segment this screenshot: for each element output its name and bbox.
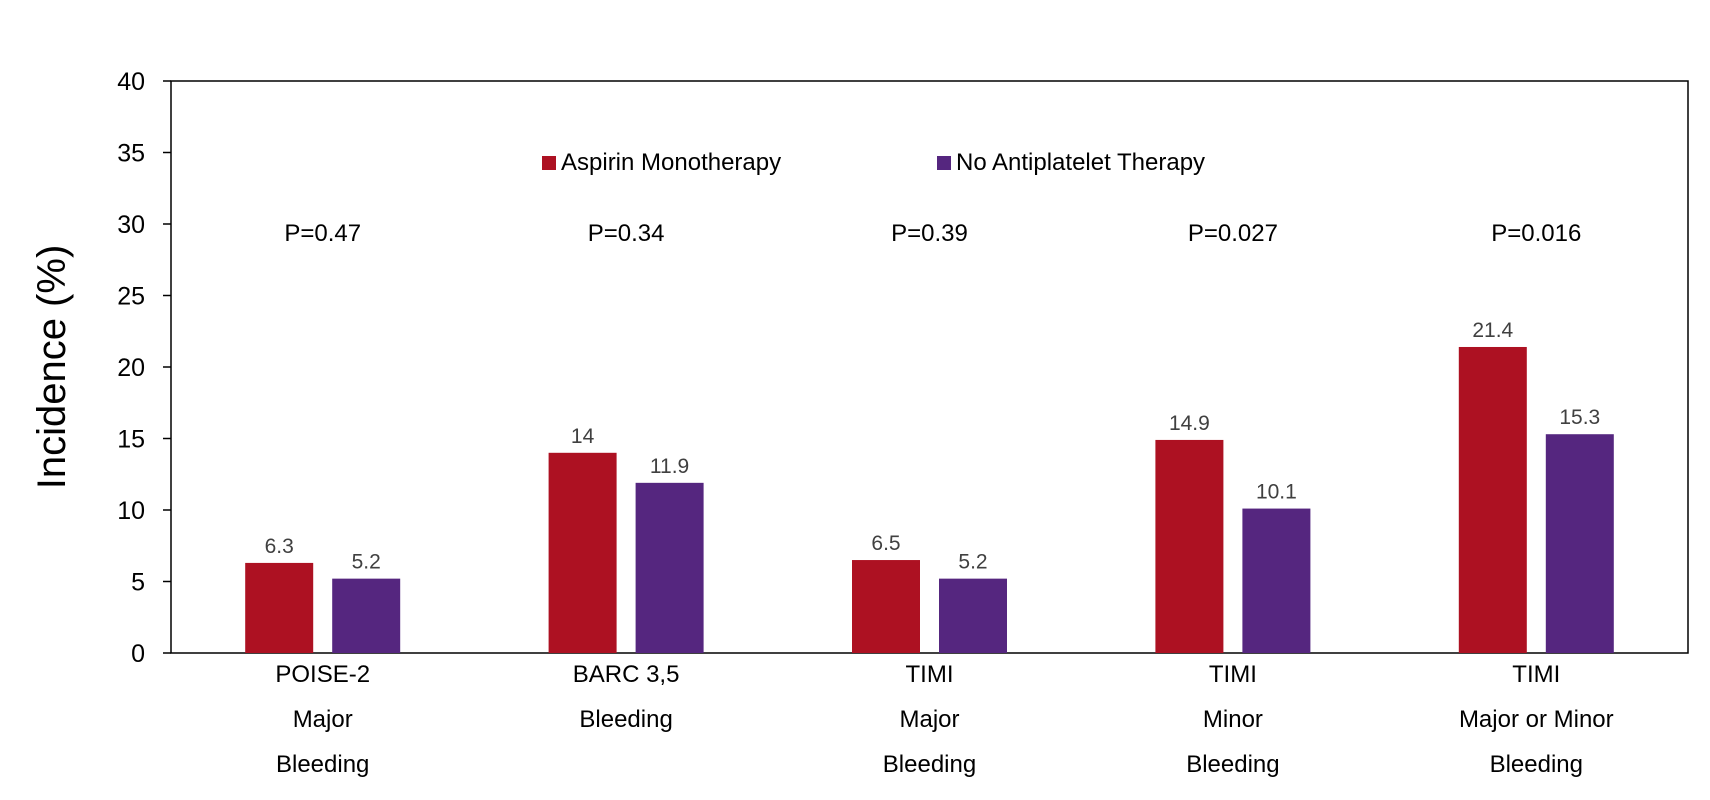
- y-tick-label: 0: [131, 640, 145, 668]
- p-value-annotation: P=0.016: [1491, 220, 1581, 247]
- x-category-label: TIMI: [1512, 661, 1560, 688]
- x-category-label: Major: [293, 706, 353, 733]
- data-label: 14: [571, 425, 595, 448]
- bar-aspirin: [1458, 346, 1527, 653]
- bar-no-antiplatelet: [1545, 434, 1614, 653]
- y-tick-label: 20: [117, 354, 145, 382]
- labels-layer: 6.3 5.2 P=0.47 POISE-2 Major Bleeding 14 11.9 P=…: [265, 220, 1614, 778]
- legend-label: Aspirin Monotherapy: [561, 149, 781, 176]
- data-label: 5.2: [958, 551, 987, 574]
- y-tick-label: 10: [117, 497, 145, 525]
- x-category-label: Bleeding: [1186, 751, 1279, 778]
- x-category-label: Major or Minor: [1459, 706, 1614, 733]
- legend-swatch: [937, 156, 951, 170]
- bar-aspirin: [852, 560, 920, 653]
- y-tick-label: 35: [117, 140, 145, 168]
- y-tick-label: 40: [117, 68, 145, 96]
- bar-no-antiplatelet: [635, 482, 704, 653]
- p-value-annotation: P=0.34: [588, 220, 665, 247]
- bar-no-antiplatelet: [939, 578, 1007, 653]
- bar-no-antiplatelet: [332, 578, 401, 653]
- x-category-label: Minor: [1203, 706, 1263, 733]
- data-label: 15.3: [1559, 406, 1600, 429]
- p-value-annotation: P=0.027: [1188, 220, 1278, 247]
- bar-aspirin: [548, 452, 617, 653]
- x-category-label: Bleeding: [579, 706, 672, 733]
- legend: Aspirin Monotherapy No Antiplatelet Thera…: [542, 149, 1205, 176]
- x-category-label: Major: [899, 706, 959, 733]
- legend-swatch: [542, 156, 556, 170]
- y-tick-label: 15: [117, 426, 145, 454]
- bar-aspirin: [245, 562, 314, 653]
- y-tick-label: 25: [117, 283, 145, 311]
- y-axis-label: Incidence (%): [30, 245, 74, 490]
- x-category-label: TIMI: [906, 661, 954, 688]
- axes-layer: 0 5 10 15 20 25 30 35 40 Incidence (%): [30, 68, 1689, 668]
- x-category-label: Bleeding: [883, 751, 976, 778]
- data-label: 14.9: [1169, 412, 1210, 435]
- y-tick-label: 5: [131, 569, 145, 597]
- bar-aspirin: [1155, 439, 1224, 653]
- x-category-label: BARC 3,5: [573, 661, 680, 688]
- x-category-label: Bleeding: [1490, 751, 1583, 778]
- x-category-label: TIMI: [1209, 661, 1257, 688]
- data-label: 21.4: [1472, 319, 1513, 342]
- data-label: 5.2: [352, 551, 381, 574]
- y-tick-label: 30: [117, 211, 145, 239]
- x-category-label: Bleeding: [276, 751, 369, 778]
- legend-label: No Antiplatelet Therapy: [956, 149, 1205, 176]
- data-label: 6.3: [265, 535, 294, 558]
- bar-no-antiplatelet: [1242, 508, 1311, 653]
- bars-layer: [245, 346, 1614, 653]
- p-value-annotation: P=0.39: [891, 220, 968, 247]
- x-category-label: POISE-2: [275, 661, 370, 688]
- p-value-annotation: P=0.47: [284, 220, 361, 247]
- data-label: 6.5: [871, 532, 900, 555]
- data-label: 11.9: [650, 455, 689, 478]
- data-label: 10.1: [1256, 481, 1297, 504]
